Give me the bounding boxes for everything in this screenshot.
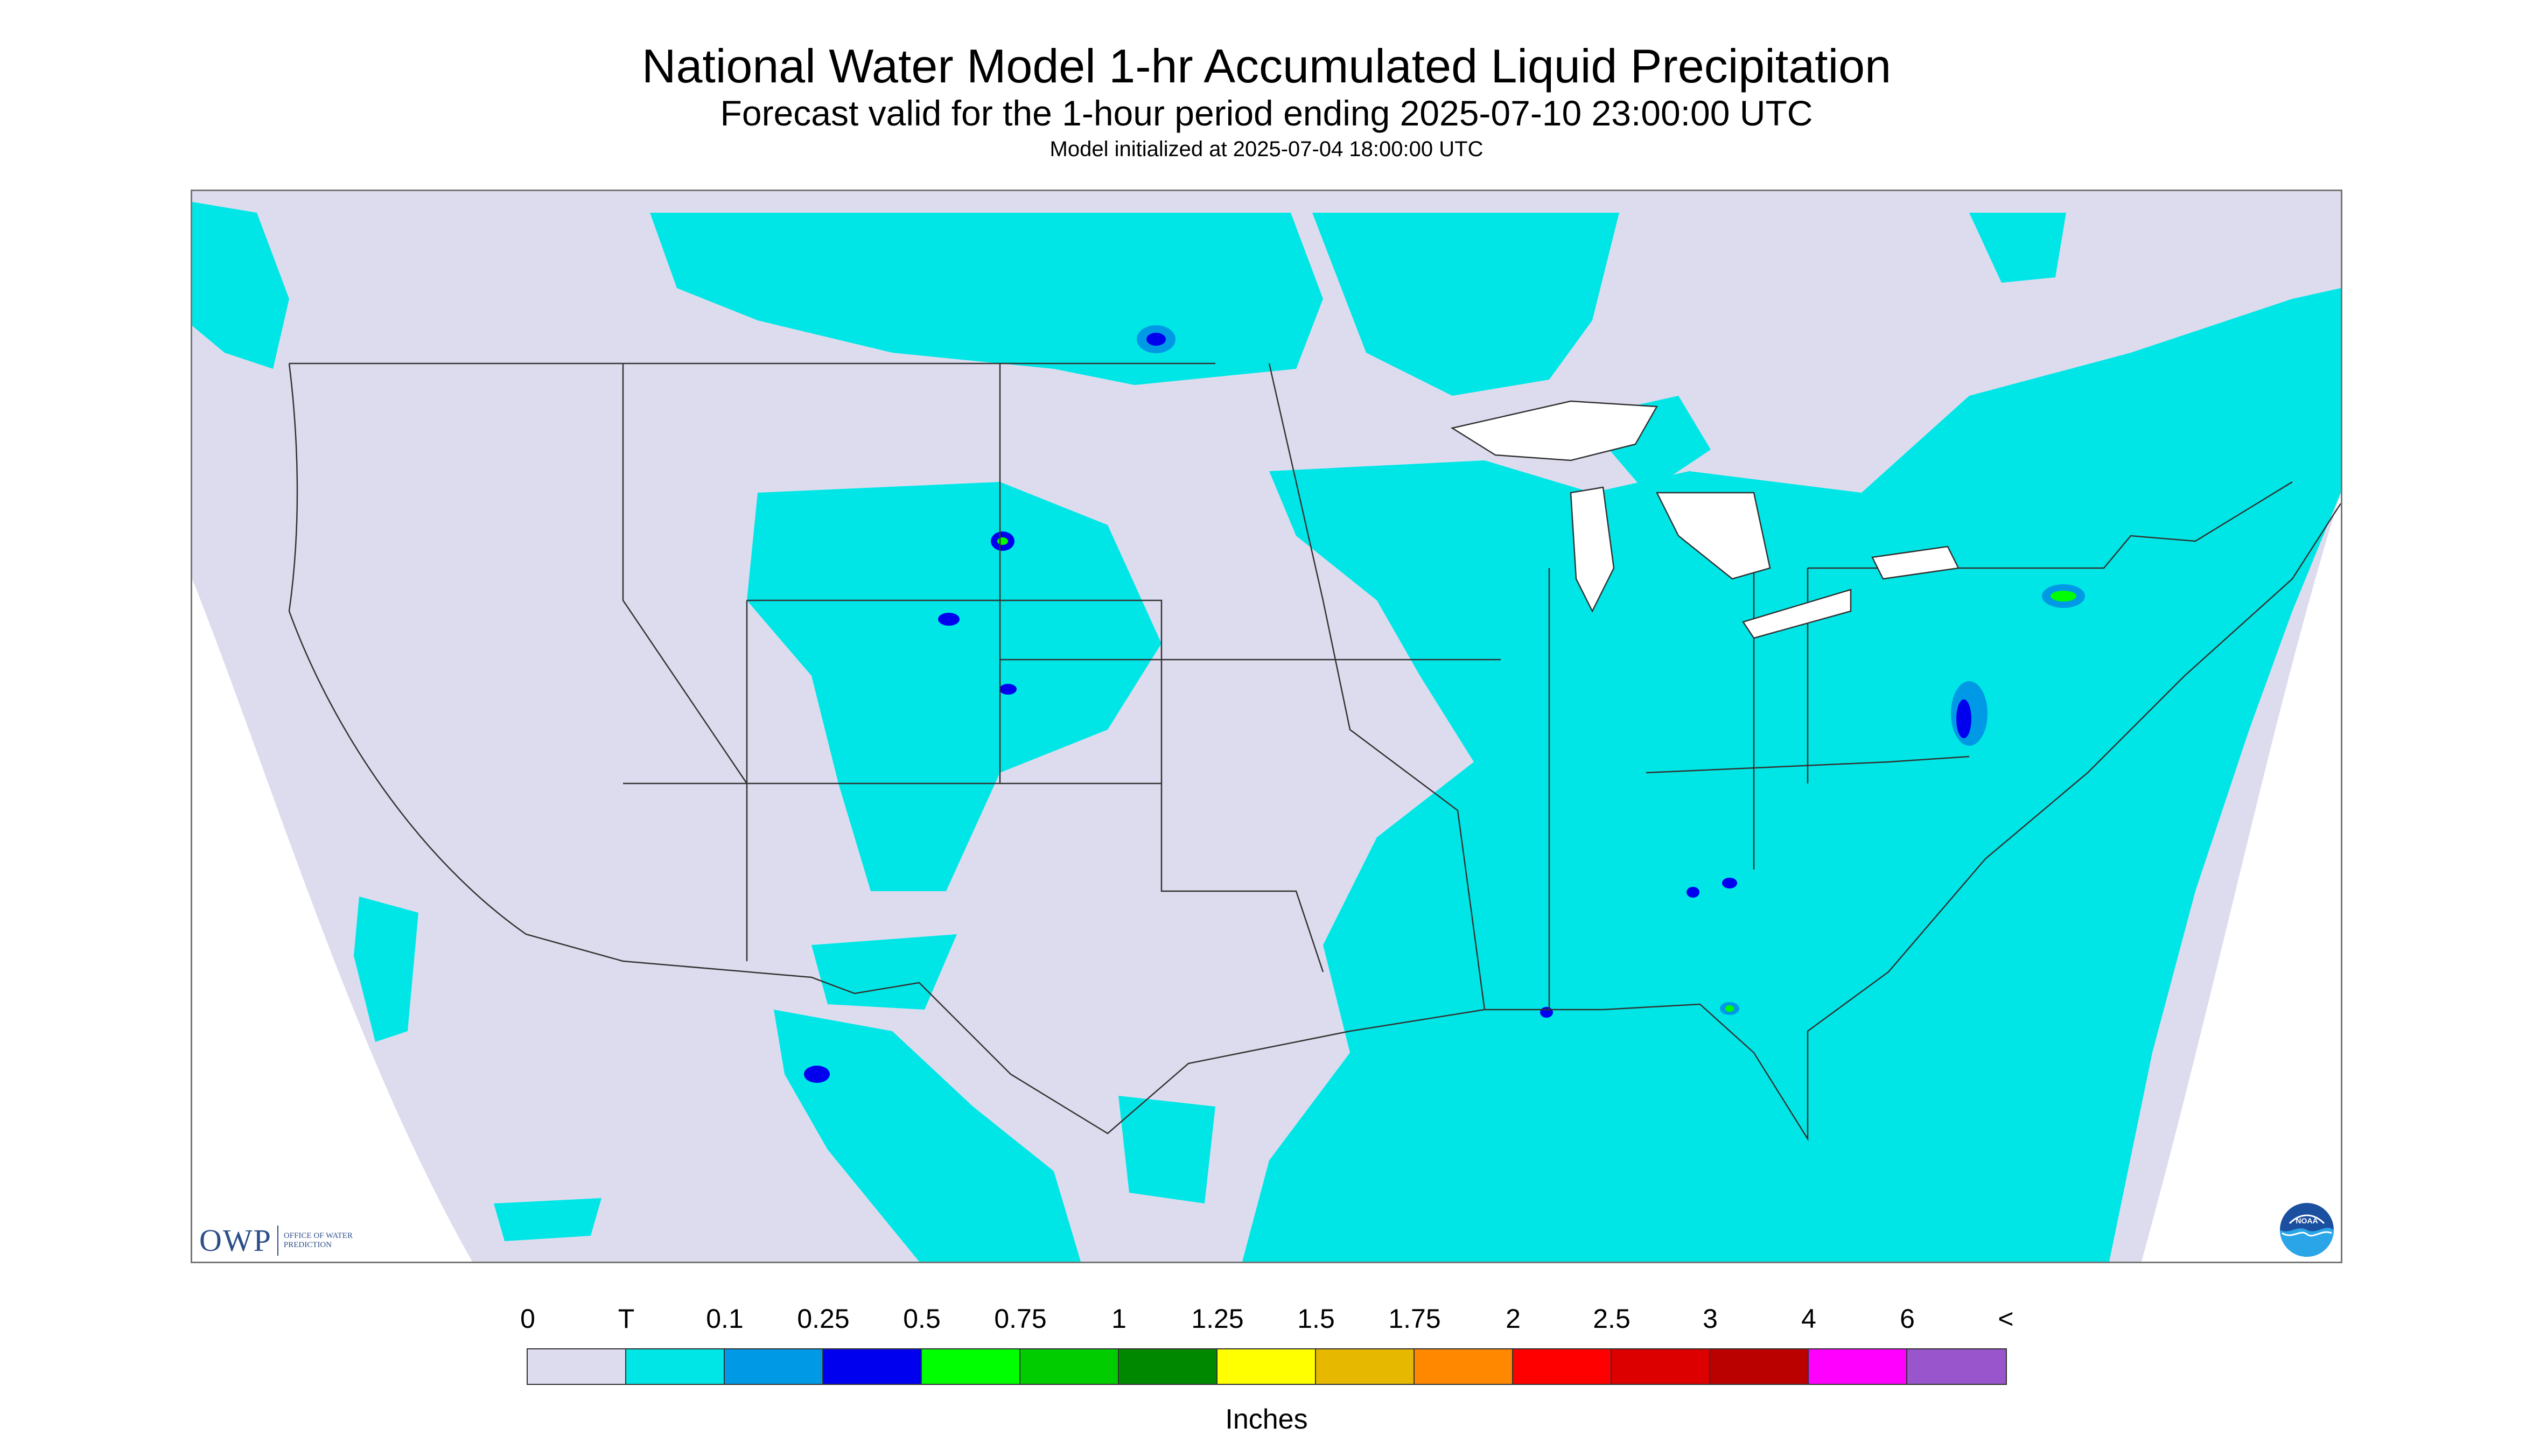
legend-label: 4: [1801, 1304, 1816, 1334]
legend-label: 3: [1703, 1304, 1718, 1334]
legend-swatch: [1316, 1349, 1415, 1384]
precip-heavy-cells: [804, 325, 2085, 1083]
precipitation-map: [191, 190, 2342, 1263]
owp-logo-subtext: OFFICE OF WATER PREDICTION: [283, 1231, 353, 1249]
legend-swatch: [1020, 1349, 1119, 1384]
chart-subtitle: Forecast valid for the 1-hour period end…: [720, 93, 1813, 133]
legend-label: 2: [1506, 1304, 1521, 1334]
great-lakes: [1450, 400, 1960, 639]
legend-swatch: [922, 1349, 1020, 1384]
legend-swatch: [1907, 1349, 2006, 1384]
legend-swatch: [725, 1349, 823, 1384]
precip-trace-areas: [192, 202, 2341, 1262]
owp-logo-divider: [277, 1225, 278, 1256]
legend-label: T: [618, 1304, 635, 1334]
map-canvas: [192, 191, 2341, 1262]
state-boundaries: [288, 362, 2341, 1142]
legend-swatch: [1809, 1349, 1907, 1384]
legend-label: <: [1998, 1304, 2014, 1334]
owp-logo-text: OWP: [199, 1223, 272, 1258]
legend-label: 1: [1111, 1304, 1126, 1334]
legend-label: 0.1: [706, 1304, 744, 1334]
chart-title: National Water Model 1-hr Accumulated Li…: [641, 39, 1892, 93]
legend-swatch: [1612, 1349, 1710, 1384]
legend-swatch: [823, 1349, 922, 1384]
legend-label: 6: [1900, 1304, 1915, 1334]
legend-swatch: [1513, 1349, 1612, 1384]
model-init-text: Model initialized at 2025-07-04 18:00:00…: [1049, 137, 1484, 161]
legend-label: 1.5: [1297, 1304, 1335, 1334]
legend-label: 2.5: [1593, 1304, 1631, 1334]
legend-label: 0.25: [797, 1304, 850, 1334]
legend-swatch: [1119, 1349, 1217, 1384]
legend-colorbar: [527, 1348, 2007, 1385]
legend-label: 0: [520, 1304, 535, 1334]
legend-swatch: [528, 1349, 626, 1384]
legend-label: 1.75: [1388, 1304, 1441, 1334]
owp-logo: OWP OFFICE OF WATER PREDICTION: [199, 1222, 359, 1258]
legend-label: 1.25: [1191, 1304, 1244, 1334]
noaa-logo: NOAA: [2280, 1203, 2334, 1257]
legend-label: 0.75: [994, 1304, 1047, 1334]
legend-labels: 0 T 0.1 0.25 0.5 0.75 1 1.25 1.5 1.75 2 2.5 3 4 6 <: [0, 1303, 2533, 1341]
legend-swatch: [1217, 1349, 1316, 1384]
noaa-logo-text: NOAA: [2296, 1216, 2318, 1225]
legend-swatch: [626, 1349, 725, 1384]
legend-swatch: [1710, 1349, 1809, 1384]
legend-units: Inches: [1225, 1404, 1308, 1435]
legend-swatch: [1415, 1349, 1513, 1384]
legend-label: 0.5: [903, 1304, 941, 1334]
